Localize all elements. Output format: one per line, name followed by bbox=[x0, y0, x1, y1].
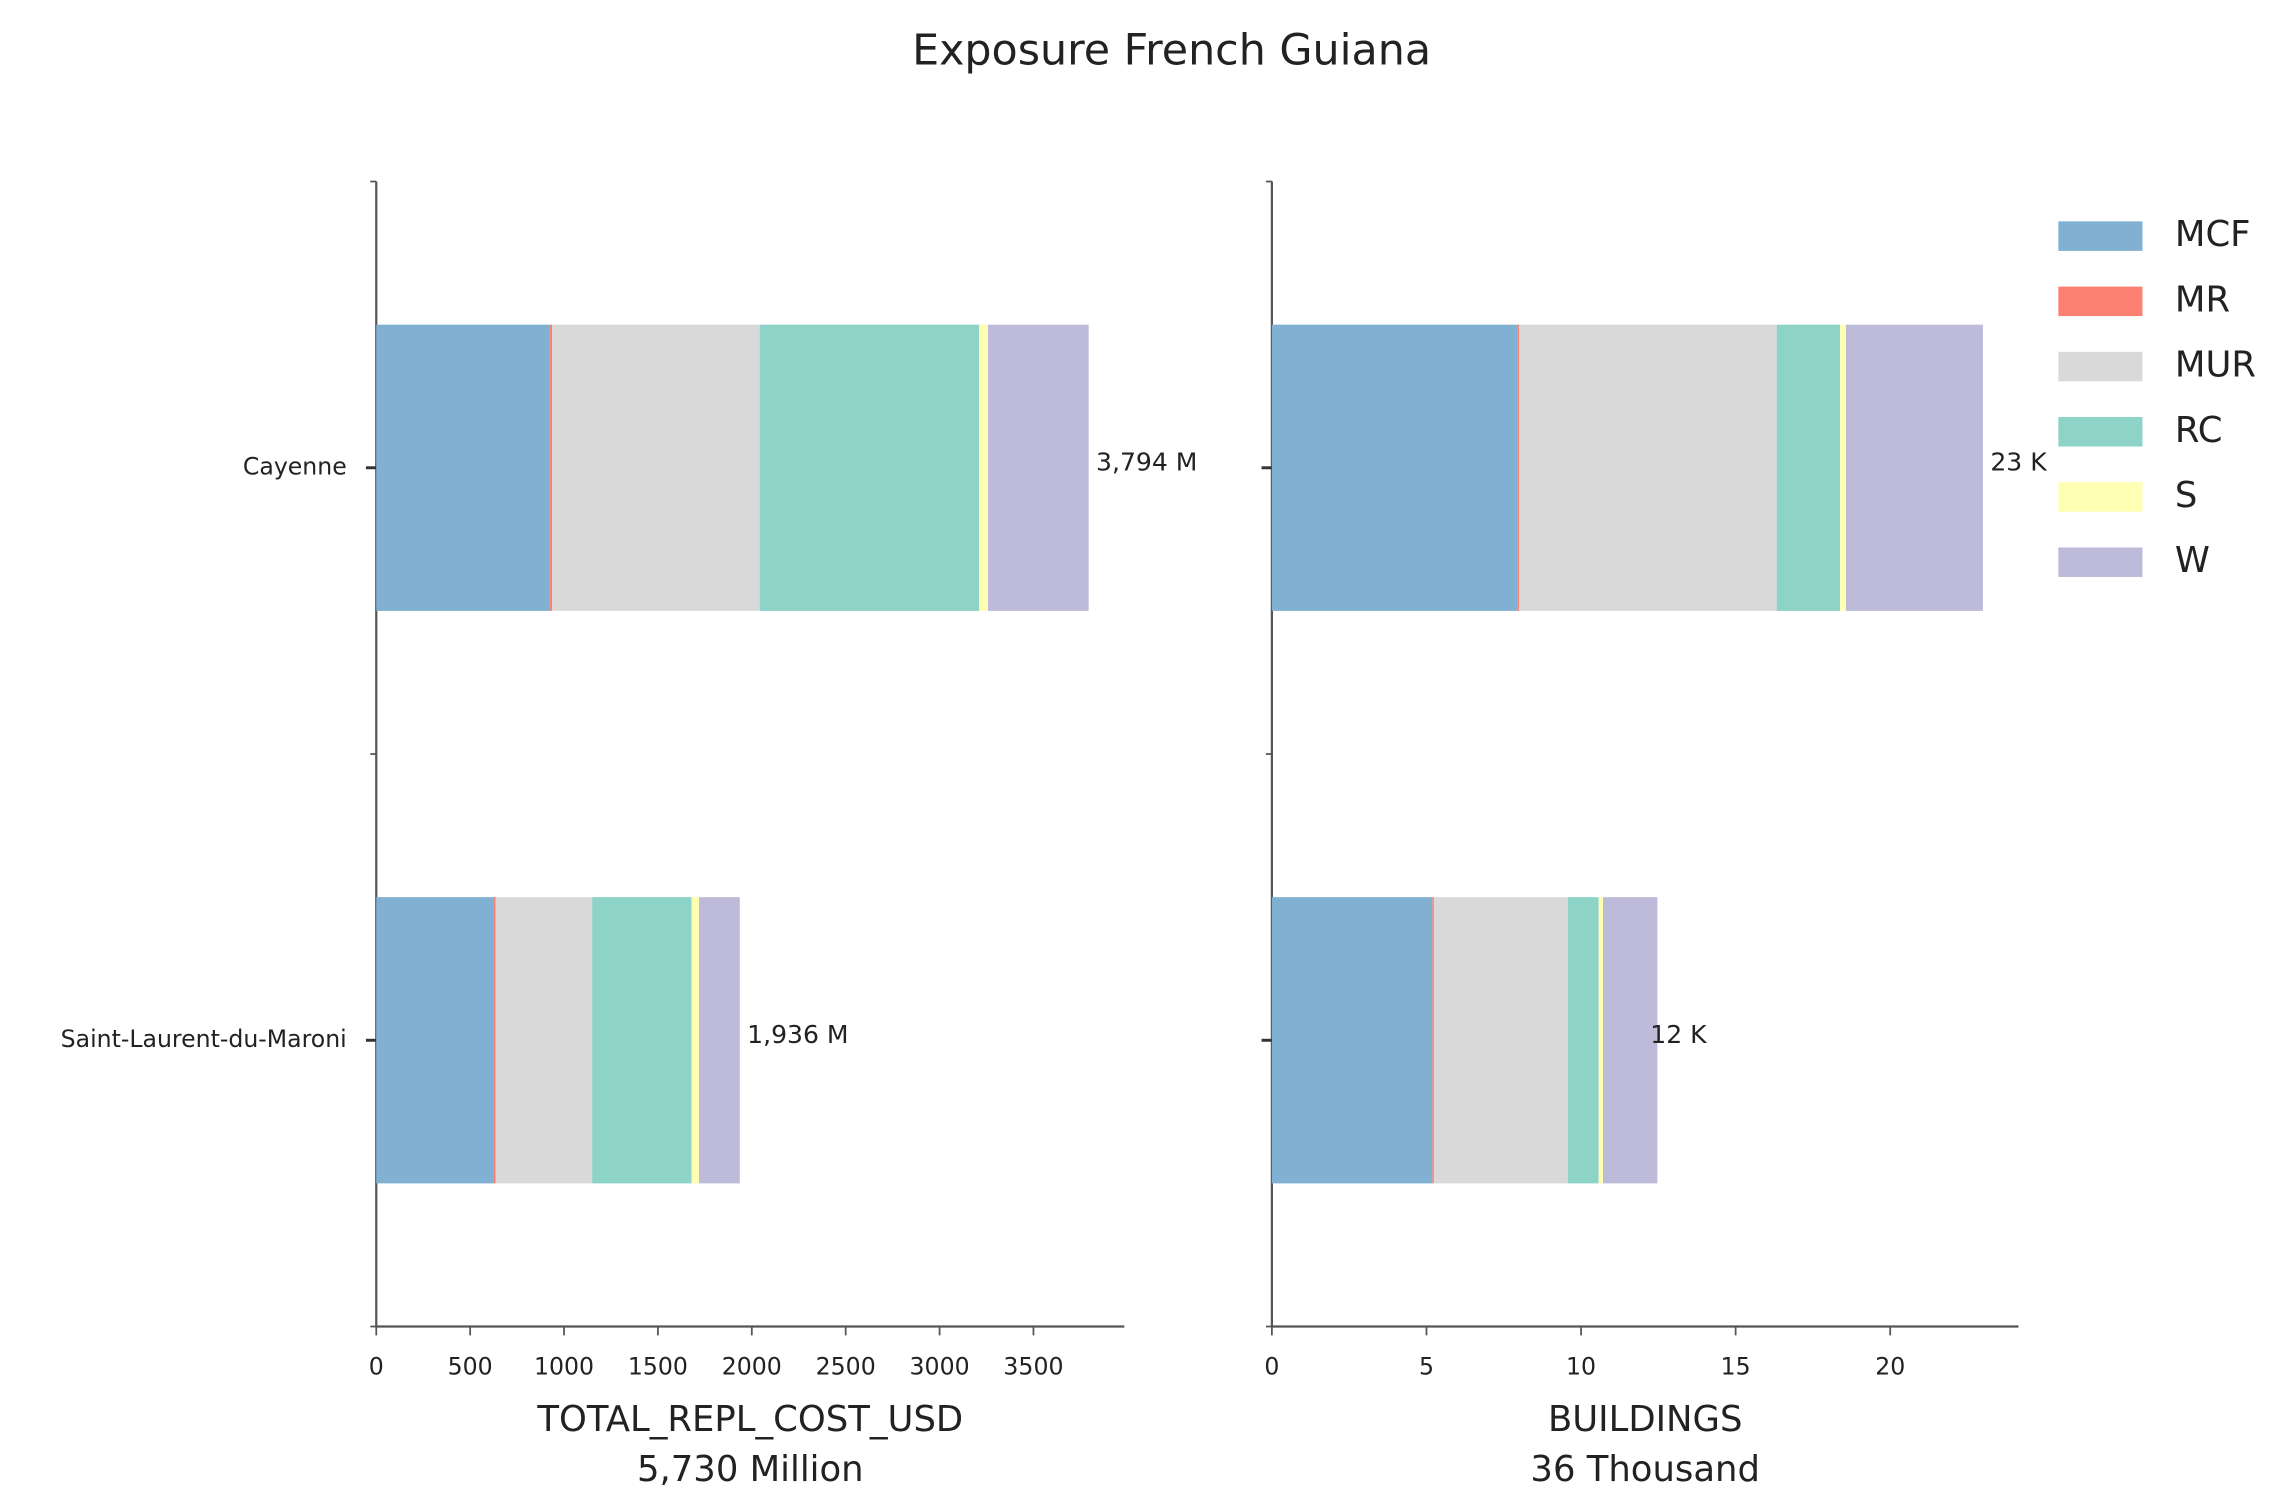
bar-segment bbox=[691, 897, 700, 1184]
bar-segment bbox=[495, 897, 593, 1184]
x-axis-note: 36 Thousand bbox=[1530, 1449, 1760, 1490]
x-tick-label: 3000 bbox=[910, 1352, 970, 1380]
legend-label: MR bbox=[2175, 279, 2230, 320]
x-axis-label: TOTAL_REPL_COST_USD bbox=[536, 1399, 963, 1440]
legend-label: RC bbox=[2175, 410, 2223, 451]
bar-segment bbox=[493, 897, 496, 1184]
bar-segment bbox=[592, 897, 692, 1184]
bar-segment bbox=[1845, 324, 1983, 611]
legend-swatch bbox=[2058, 547, 2143, 577]
bar-segment bbox=[549, 324, 553, 611]
legend-label: MUR bbox=[2175, 345, 2256, 386]
total-label: 1,936 M bbox=[747, 1020, 848, 1049]
legend-label: MCF bbox=[2175, 214, 2251, 255]
x-tick-label: 2000 bbox=[722, 1352, 782, 1380]
bar-segment bbox=[699, 897, 740, 1184]
figure-title: Exposure French Guiana bbox=[912, 26, 1431, 76]
bar-segment bbox=[552, 324, 760, 611]
x-axis-label: BUILDINGS bbox=[1548, 1399, 1742, 1440]
total-label: 12 K bbox=[1650, 1020, 1707, 1049]
legend-label: S bbox=[2175, 475, 2197, 516]
legend-swatch bbox=[2058, 286, 2143, 317]
bar-segment bbox=[1271, 897, 1433, 1184]
bar-segment bbox=[759, 324, 980, 611]
x-tick-label: 1000 bbox=[534, 1352, 594, 1380]
bar-segment bbox=[1776, 324, 1841, 611]
x-tick-label: 0 bbox=[1264, 1352, 1279, 1380]
x-tick-label: 2500 bbox=[816, 1352, 876, 1380]
x-tick-label: 500 bbox=[448, 1352, 493, 1380]
bar-segment bbox=[1432, 897, 1434, 1184]
legend-swatch bbox=[2058, 417, 2143, 447]
legend-swatch bbox=[2058, 482, 2143, 512]
bar-segment bbox=[376, 324, 550, 611]
bar-segment bbox=[1433, 897, 1568, 1184]
bar-segment bbox=[1598, 897, 1603, 1184]
bar-segment bbox=[376, 897, 494, 1184]
x-tick-label: 10 bbox=[1566, 1352, 1596, 1380]
bar-segment bbox=[1271, 324, 1518, 611]
x-tick-label: 20 bbox=[1875, 1352, 1905, 1380]
bar-segment bbox=[1517, 324, 1520, 611]
total-label: 23 K bbox=[1990, 447, 2047, 476]
x-tick-label: 1500 bbox=[628, 1352, 688, 1380]
bar-segment bbox=[1840, 324, 1846, 611]
x-tick-label: 15 bbox=[1721, 1352, 1751, 1380]
legend-label: W bbox=[2175, 540, 2210, 581]
x-tick-label: 5 bbox=[1419, 1352, 1434, 1380]
bar-segment bbox=[1567, 897, 1599, 1184]
bar-segment bbox=[1603, 897, 1658, 1184]
bar-segment bbox=[979, 324, 989, 611]
legend-swatch bbox=[2058, 221, 2143, 251]
bar-segment bbox=[988, 324, 1089, 611]
y-tick-label: Saint-Laurent-du-Maroni bbox=[61, 1025, 347, 1053]
bar-segment bbox=[1519, 324, 1777, 611]
x-tick-label: 3500 bbox=[1003, 1352, 1063, 1380]
total-label: 3,794 M bbox=[1096, 447, 1197, 476]
x-axis-note: 5,730 Million bbox=[637, 1449, 864, 1490]
legend-swatch bbox=[2058, 351, 2143, 382]
y-tick-label: Cayenne bbox=[243, 452, 347, 480]
x-tick-label: 0 bbox=[369, 1352, 384, 1380]
